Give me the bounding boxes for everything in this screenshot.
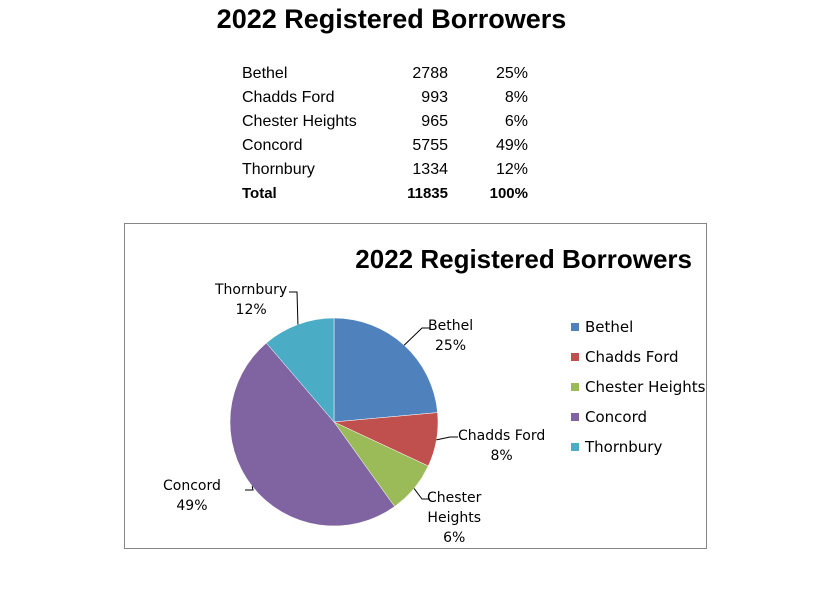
legend-swatch [571,353,579,361]
legend-label: Chester Heights [585,378,706,396]
table-row: Thornbury 1334 12% [238,158,528,182]
row-percent: 6% [504,113,528,130]
legend-label: Bethel [585,318,634,336]
leader-line-chadds-ford [436,436,458,441]
pie-slice-thornbury [265,317,335,423]
leader-line-concord [245,486,254,491]
row-count: 993 [421,89,448,106]
data-label-name: Concord [163,478,221,494]
data-label-thornbury: Thornbury 12% [215,280,287,320]
legend-entry: Thornbury [571,436,705,466]
table-row: Bethel 2788 25% [238,62,528,86]
legend-swatch [571,443,579,451]
data-label-name: Thornbury [215,282,288,298]
pie-chart [229,291,458,527]
legend-label: Chadds Ford [585,348,679,366]
row-percent: 25% [495,65,528,82]
row-name: Thornbury [242,161,315,178]
chart-title: 2022 Registered Borrowers [355,244,692,274]
total-percent: 100% [489,185,528,202]
legend-label: Thornbury [585,438,663,456]
row-name: Chadds Ford [242,89,335,106]
legend-entry: Chadds Ford [571,346,705,376]
table-total-row: Total 11835 100% [238,182,528,206]
data-label-name: Chester [427,490,482,506]
data-label-name: Chadds Ford [458,428,546,444]
table-row: Chester Heights 965 6% [238,110,528,134]
data-label-percent: 6% [443,530,466,546]
legend-swatch [571,323,579,331]
data-label-chadds-ford: Chadds Ford 8% [458,426,545,466]
legend-swatch [571,383,579,391]
total-label: Total [242,185,277,202]
legend-swatch [571,413,579,421]
pie-slice-bethel [333,317,438,423]
row-count: 965 [421,113,448,130]
data-label-name-cont: Heights [427,510,481,526]
pie-slice-concord [229,342,395,527]
legend-entry: Chester Heights [571,376,705,406]
data-label-name: Bethel [428,318,474,334]
legend: Bethel Chadds Ford Chester Heights Conco… [571,316,705,466]
row-count: 5755 [412,137,448,154]
page-title: 2022 Registered Borrowers [216,4,567,34]
data-label-bethel: Bethel 25% [428,316,473,356]
data-label-percent: 25% [434,338,467,354]
data-label-percent: 12% [235,302,267,318]
leader-line-bethel [403,327,430,346]
pie-chart-frame: 2022 Registered Borrowers Bethel 25% Cha… [124,223,707,549]
data-label-chester-heights: Chester Heights 6% [427,488,481,548]
row-name: Concord [242,137,303,154]
row-name: Bethel [242,65,288,82]
legend-entry: Bethel [571,316,705,346]
row-count: 2788 [412,65,448,82]
data-label-percent: 49% [176,498,208,514]
legend-entry: Concord [571,406,705,436]
row-name: Chester Heights [242,113,357,130]
data-label-percent: 8% [490,448,513,464]
row-percent: 49% [495,137,528,154]
legend-label: Concord [585,408,648,426]
table-row: Concord 5755 49% [238,134,528,158]
row-percent: 12% [495,161,528,178]
summary-table: Bethel 2788 25% Chadds Ford 993 8% Chest… [238,62,528,206]
data-label-concord: Concord 49% [163,476,221,516]
row-count: 1334 [412,161,448,178]
table-row: Chadds Ford 993 8% [238,86,528,110]
leader-line-thornbury [289,291,299,325]
row-percent: 8% [504,89,528,106]
total-count: 11835 [407,185,448,202]
leader-line-chester-heights [413,488,430,500]
